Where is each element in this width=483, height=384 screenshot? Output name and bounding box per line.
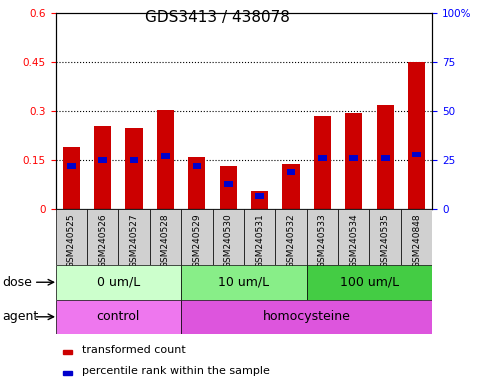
Text: GSM240535: GSM240535 [381,214,390,268]
Bar [94,126,111,209]
Bar [161,154,170,159]
Bar [350,156,358,161]
Text: GSM240531: GSM240531 [255,214,264,268]
Text: homocysteine: homocysteine [263,310,351,323]
Bar [314,116,331,209]
Text: GSM240532: GSM240532 [286,214,296,268]
Bar [56,209,87,265]
Bar [412,152,421,157]
Bar [130,157,138,163]
Text: dose: dose [2,276,32,289]
Bar [401,209,432,265]
Text: agent: agent [2,310,39,323]
Bar [157,110,174,209]
Bar [338,209,369,265]
Bar [87,209,118,265]
Bar [63,147,80,209]
Bar [307,209,338,265]
Bar [287,169,295,175]
Text: control: control [97,310,140,323]
Bar [150,209,181,265]
Bar [220,166,237,209]
Bar [283,164,299,209]
Text: GDS3413 / 438078: GDS3413 / 438078 [145,10,290,25]
Text: GSM240528: GSM240528 [161,214,170,268]
Bar [67,163,75,169]
Bar [126,128,142,209]
Bar [377,105,394,209]
Bar [213,209,244,265]
Bar [224,181,232,187]
Bar [99,157,107,163]
Bar [193,163,201,169]
Text: GSM240527: GSM240527 [129,214,139,268]
Bar [181,300,432,334]
Bar [56,300,181,334]
Text: GSM240534: GSM240534 [349,214,358,268]
Text: percentile rank within the sample: percentile rank within the sample [82,366,270,376]
Text: 0 um/L: 0 um/L [97,276,140,289]
Text: GSM240525: GSM240525 [67,214,76,268]
Text: transformed count: transformed count [82,345,185,355]
Bar [381,156,389,161]
Text: GSM240530: GSM240530 [224,214,233,268]
Text: GSM240533: GSM240533 [318,214,327,268]
Text: 100 um/L: 100 um/L [340,276,399,289]
Bar [188,157,205,209]
Bar [244,209,275,265]
Bar [118,209,150,265]
Bar [181,265,307,300]
Text: 10 um/L: 10 um/L [218,276,270,289]
Bar [256,193,264,199]
Text: GSM240529: GSM240529 [192,214,201,268]
Bar [307,265,432,300]
Bar [63,371,72,375]
Bar [318,156,327,161]
Bar [275,209,307,265]
Bar [251,191,268,209]
Bar [369,209,401,265]
Bar [408,62,425,209]
Text: GSM240848: GSM240848 [412,214,421,268]
Bar [63,350,72,354]
Bar [56,265,181,300]
Text: GSM240526: GSM240526 [98,214,107,268]
Bar [181,209,213,265]
Bar [345,113,362,209]
